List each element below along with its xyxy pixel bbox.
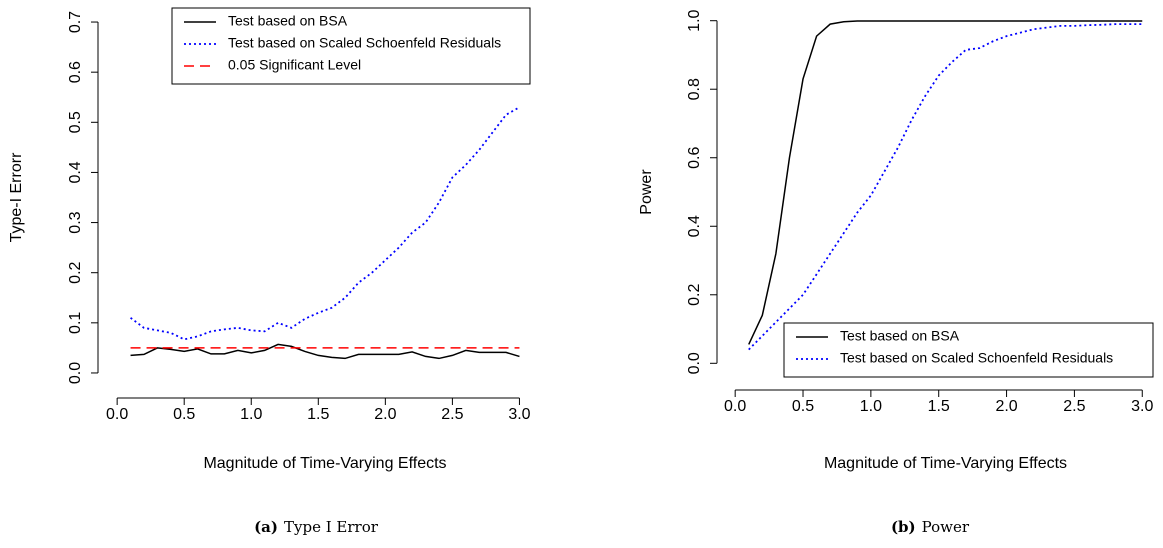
y-tick-label: 0.0 [686,352,703,374]
y-tick-label: 0.7 [67,11,84,33]
caption-text: Type I Error [284,518,379,536]
legend-label: Test based on Scaled Schoenfeld Residual… [840,350,1113,366]
y-tick-label: 0.4 [686,215,703,237]
x-tick-label: 1.5 [307,406,329,423]
y-tick-label: 0.6 [686,147,703,169]
x-tick-label: 0.0 [724,398,746,415]
y-tick-label: 0.8 [686,78,703,100]
y-tick-label: 0.2 [67,261,84,283]
legend-label: Test based on Scaled Schoenfeld Residual… [228,35,501,51]
y-axis-label: Power [638,169,655,215]
x-axis-label: Magnitude of Time-Varying Effects [824,455,1067,472]
series-line [130,106,520,341]
x-tick-label: 1.0 [240,406,262,423]
y-tick-label: 0.6 [67,61,84,83]
series-line [130,343,520,360]
caption-label: (b) [891,518,916,536]
x-tick-label: 2.5 [1063,398,1085,415]
legend: Test based on BSA Test based on Scaled Sc… [171,7,531,85]
y-tick-label: 0.2 [686,284,703,306]
x-tick-label: 2.0 [995,398,1017,415]
legend-label: 0.05 Significant Level [228,57,361,73]
x-tick-label: 1.5 [928,398,950,415]
x-axis-label: Magnitude of Time-Varying Effects [203,455,446,472]
series-line [748,20,1143,345]
caption: (b) Power [891,518,970,536]
caption-label: (a) [254,518,278,536]
legend: Test based on BSA Test based on Scaled Sc… [783,322,1154,378]
series-line [748,23,1143,351]
x-tick-label: 1.0 [860,398,882,415]
caption-text: Power [922,518,970,536]
legend-box [171,7,531,85]
chart: 0.0 0.5 1.0 1.5 2.0 2.5 3.0 0.0 0.1 0.2 0.3 0.4 0.5 0… [8,7,531,536]
y-axis-label: Type-I Errorr [8,152,25,242]
legend-box [783,322,1154,378]
x-tick-label: 2.0 [374,406,396,423]
y-tick-label: 0.4 [67,161,84,183]
y-tick-label: 0.1 [67,312,84,334]
legend-label: Test based on BSA [228,13,348,29]
y-tick-label: 0.5 [67,111,84,133]
x-tick-label: 0.0 [106,406,128,423]
x-tick-label: 2.5 [441,406,463,423]
x-tick-label: 3.0 [508,406,530,423]
x-tick-label: 3.0 [1131,398,1153,415]
x-tick-label: 0.5 [792,398,814,415]
legend-label: Test based on BSA [840,328,960,344]
x-tick-label: 0.5 [173,406,195,423]
chart: 0.0 0.5 1.0 1.5 2.0 2.5 3.0 0.0 0.2 0.4 0.6 0.8 1.0 M… [638,9,1154,536]
y-tick-label: 1.0 [686,9,703,31]
y-tick-label: 0.0 [67,362,84,384]
caption: (a) Type I Error [254,518,379,536]
y-tick-label: 0.3 [67,211,84,233]
